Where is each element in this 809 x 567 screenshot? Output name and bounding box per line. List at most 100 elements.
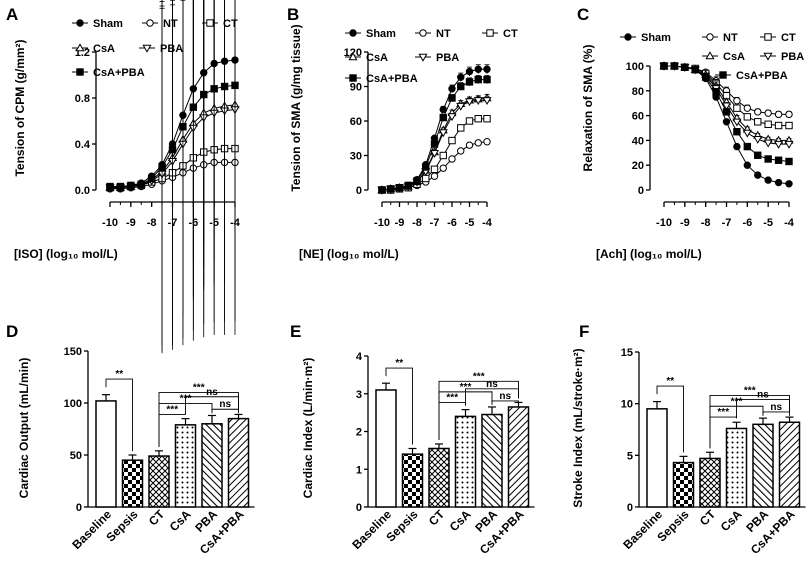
legend-label: Sham [641,32,671,44]
data-point [447,113,457,122]
y-axis-label: Tension of SMA (g/mg tissue) [289,24,303,191]
significance-bracket [211,408,239,414]
x-axis-label: [ISO] (log₁₀ mol/L) [14,247,118,261]
y-tick-label: 90 [350,82,362,94]
data-point [754,118,762,126]
significance-bracket [491,400,519,405]
legend-label: CsA+PBA [93,67,145,79]
data-point [754,151,762,159]
data-point [483,75,491,84]
panel-label: D [6,322,18,341]
significance-bracket [185,396,239,415]
y-tick-label: 60 [632,111,644,123]
series-csa-pba [106,0,239,340]
x-tick-label: -9 [395,217,405,229]
x-tick-label: -5 [465,217,475,229]
bar [672,461,695,508]
data-point [465,78,474,86]
data-point [404,181,412,190]
data-point [754,108,762,116]
legend-marker [75,43,85,52]
data-point [763,139,773,148]
legend-label: NT [436,28,451,40]
legend-label: NT [163,18,178,30]
legend-label: NT [723,32,738,44]
legend-marker [349,74,357,82]
legend-item: NT [702,32,738,44]
x-tick-label: CsA [718,507,745,534]
x-tick-label: -6 [742,217,752,229]
legend-marker [146,19,154,27]
legend-item: CsA [72,43,115,55]
data-point [429,150,440,158]
x-tick-label: CT [146,507,168,529]
data-point [189,103,198,111]
legend-item: CsA [702,51,745,63]
legend-label: PBA [781,51,804,63]
data-point [742,129,752,138]
y-axis-label: Cardiac Output (mL/min) [17,358,31,499]
data-point [764,120,772,128]
data-point [448,85,456,93]
data-point [158,163,166,171]
legend-marker [719,71,727,79]
significance-bracket [465,388,519,406]
data-point [785,110,793,119]
legend-marker [419,29,427,37]
significance-label: *** [717,407,729,418]
data-point [743,161,752,169]
legend-item: NT [415,28,451,40]
data-point [457,124,465,132]
data-point [691,66,699,74]
data-point [721,102,732,111]
x-tick-label: -9 [680,217,690,229]
significance-label: ns [770,402,782,413]
legend-marker [76,68,84,76]
y-tick-label: 0.8 [75,93,90,105]
data-point [457,82,465,91]
legend-item: CsA+PBA [715,70,788,82]
legend-label: CsA+PBA [736,70,788,82]
significance-label: ** [115,369,123,380]
significance-label: ** [666,376,674,387]
data-point [395,184,404,192]
data-point [137,180,145,188]
data-point [733,97,741,105]
legend-marker [418,53,428,62]
bar [227,417,250,508]
data-point [785,157,793,166]
significance-bracket [762,411,790,416]
legend-item: CT [760,32,796,44]
data-point [733,142,741,151]
y-axis-label: Stroke Index (mL/stroke·m²) [571,348,585,507]
data-point [439,151,447,160]
bar [121,459,144,508]
significance-bracket [656,385,684,453]
x-tick-label: -8 [701,217,711,229]
data-point [764,109,772,117]
data-point [147,174,156,183]
legend-label: PBA [436,52,459,64]
legend-marker [706,33,714,41]
legend-label: CsA [366,52,388,64]
legend-marker [349,29,357,37]
y-tick-label: 0.4 [75,139,91,151]
legend-marker [348,52,358,61]
significance-label: ns [499,391,511,402]
y-tick-label: 20 [632,160,644,172]
legend-item: CsA [345,52,388,64]
y-tick-label: 15 [621,347,633,359]
legend-item: Sham [620,32,671,44]
legend-marker [763,52,773,61]
data-point [457,73,465,82]
y-axis-label: Tension of CPM (g/mm²) [13,39,27,176]
data-point [439,164,447,172]
x-tick-label: -8 [147,217,157,229]
x-tick-label: CT [426,507,448,529]
panel-label: A [6,5,18,24]
